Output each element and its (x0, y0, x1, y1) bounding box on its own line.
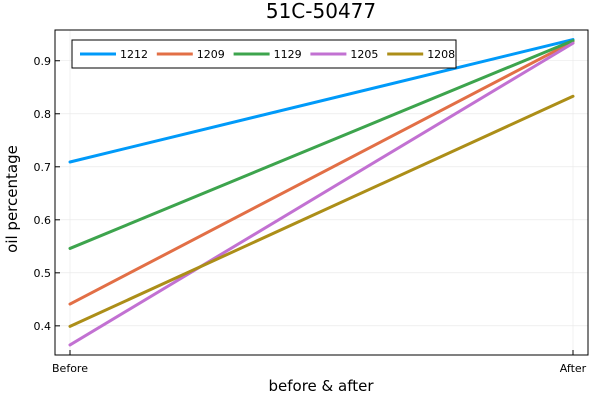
series-line-1205 (68, 41, 575, 347)
plot-frame (54, 29, 589, 356)
y-tick-label: 0.5 (34, 267, 52, 280)
legend-label-1209: 1209 (197, 48, 225, 61)
legend-label-1205: 1205 (350, 48, 378, 61)
y-tick-label: 0.8 (34, 108, 52, 121)
y-tick-label: 0.7 (34, 161, 52, 174)
x-tick-label: After (560, 362, 587, 375)
y-tick-label: 0.6 (34, 214, 52, 227)
series-line-1209 (68, 40, 575, 306)
y-tick-label: 0.9 (34, 55, 52, 68)
x-axis-ticks: Before After (52, 350, 587, 375)
legend-label-1212: 1212 (120, 48, 148, 61)
series-line-1212 (68, 38, 575, 164)
series-line-1129 (68, 39, 575, 250)
legend-label-1129: 1129 (274, 48, 302, 61)
y-axis-ticks: 0.4 0.5 0.6 0.7 0.8 0.9 (34, 55, 60, 333)
series-lines (68, 38, 575, 347)
chart-title: 51C-50477 (266, 0, 376, 23)
legend: 1212 1209 1129 1205 1208 (71, 39, 457, 69)
x-axis-label: before & after (269, 377, 375, 395)
series-line-1208 (68, 94, 575, 328)
legend-label-1208: 1208 (427, 48, 455, 61)
x-tick-label: Before (52, 362, 88, 375)
y-axis-label: oil percentage (3, 145, 21, 253)
y-tick-label: 0.4 (34, 320, 52, 333)
